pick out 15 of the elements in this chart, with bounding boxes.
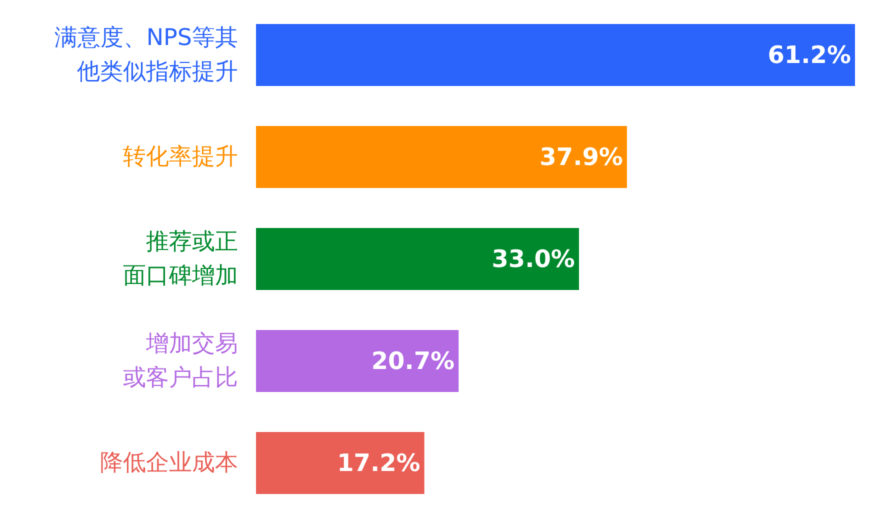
data-label: 37.9%: [540, 143, 623, 171]
data-label: 17.2%: [337, 449, 420, 477]
y-tick-label: 满意度、NPS等其他类似指标提升: [54, 25, 238, 85]
y-tick-label: 推荐或正面口碑增加: [123, 229, 238, 289]
y-tick-label: 增加交易或客户占比: [123, 331, 238, 391]
bar: 17.2%: [256, 432, 424, 494]
y-tick-label: 降低企业成本: [100, 450, 238, 476]
data-label: 20.7%: [371, 347, 455, 375]
bar: 61.2%: [256, 24, 855, 86]
data-label: 61.2%: [768, 41, 851, 69]
bar: 33.0%: [256, 228, 579, 290]
data-label: 33.0%: [492, 245, 575, 273]
bar: 20.7%: [256, 330, 459, 392]
bar: 37.9%: [256, 126, 627, 188]
y-tick-label: 转化率提升: [123, 144, 238, 170]
